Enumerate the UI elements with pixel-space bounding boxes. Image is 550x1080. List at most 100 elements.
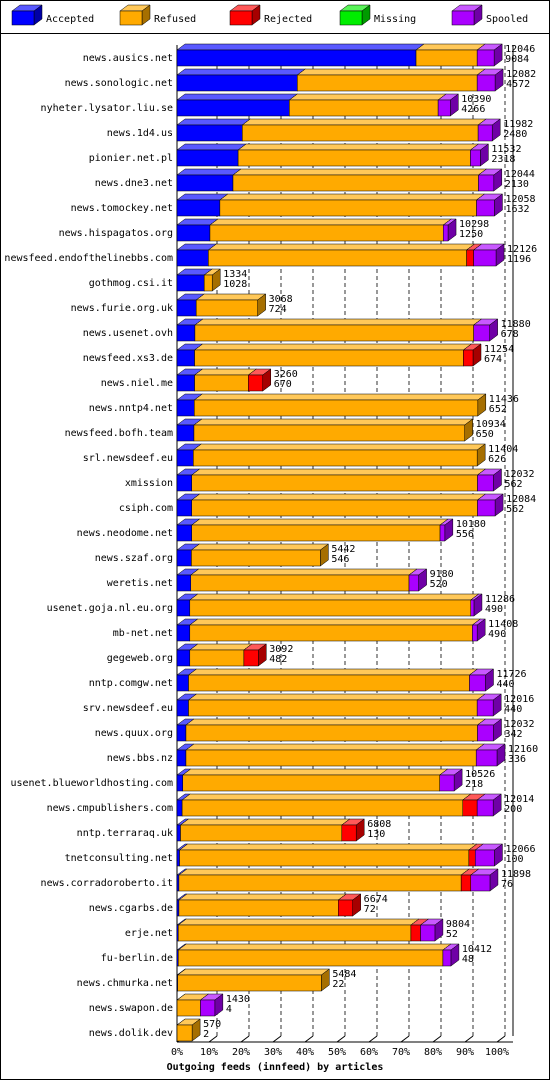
offered-label: 12014 (504, 794, 534, 805)
bar-top (176, 43, 425, 51)
bar-segment (476, 718, 503, 742)
bar-front (475, 749, 498, 767)
bar-top (182, 768, 449, 776)
bar-segment (190, 543, 330, 567)
bar-front (194, 349, 464, 367)
bar-front (178, 924, 412, 942)
offered-label: 10412 (462, 944, 492, 955)
y-tick-label: gothmog.csi.it (89, 278, 173, 289)
bar-front (474, 849, 495, 867)
offered-label: 1334 (223, 269, 247, 280)
offered-label: 11726 (496, 669, 526, 680)
y-tick-label: newsfeed.xs3.de (83, 353, 173, 364)
y-tick-label: weretis.net (107, 578, 173, 589)
bar-front (462, 799, 478, 817)
bar-segment (296, 68, 486, 92)
bar-front (185, 724, 478, 742)
bar-segment (189, 593, 480, 617)
bar-front (191, 474, 478, 492)
bar-segment (193, 393, 487, 417)
offered-label: 10390 (461, 94, 491, 105)
accepted-label: 556 (456, 529, 474, 540)
bar-front (229, 10, 253, 26)
x-tick-label: 40% (296, 1047, 314, 1058)
bar-front (189, 599, 472, 617)
y-tick-label: srv.newsdeef.eu (83, 703, 173, 714)
x-tick (400, 1035, 410, 1043)
bar-front (176, 649, 191, 667)
bar-top (209, 218, 452, 226)
bar-front (188, 674, 470, 692)
offered-label: 11898 (501, 869, 531, 880)
bar-top (176, 143, 247, 151)
bar-top (189, 643, 253, 651)
bar-front (176, 199, 221, 217)
y-tick-label: news.cgarbs.de (89, 903, 173, 914)
bar-front (176, 324, 196, 342)
bar-front (194, 399, 479, 417)
bar-segment (185, 718, 487, 742)
bar-front (466, 249, 474, 267)
bar-front (248, 374, 264, 392)
offered-label: 11286 (485, 594, 515, 605)
accepted-label: 562 (504, 479, 522, 490)
bar-front (181, 799, 464, 817)
y-tick-label: news.sonologic.net (65, 78, 173, 89)
offered-label: 12082 (506, 69, 536, 80)
bar-segment (187, 693, 486, 717)
bar-front (242, 124, 479, 142)
offered-label: 11408 (488, 619, 518, 630)
bar-segment (178, 893, 348, 917)
x-tick-label: 50% (328, 1047, 346, 1058)
bar-segment (190, 518, 449, 542)
bar-front (176, 824, 181, 842)
bar-segment (408, 568, 428, 592)
bar-front (463, 349, 474, 367)
offered-label: 6808 (367, 819, 391, 830)
bar-segment (241, 118, 487, 142)
bar-front (439, 774, 455, 792)
y-tick-label: news.ausics.net (83, 53, 173, 64)
bar-front (408, 574, 419, 592)
bar-front (194, 374, 249, 392)
y-tick-label: usenet.goja.nl.eu.org (47, 603, 173, 614)
bar-front (177, 974, 322, 992)
bar-front (468, 849, 476, 867)
bar-front (209, 224, 444, 242)
offered-label: 11404 (488, 444, 518, 455)
bar-front (477, 499, 496, 517)
bar-top (190, 543, 330, 551)
bar-top (178, 868, 470, 876)
bar-segment (288, 93, 447, 117)
accepted-label: 2480 (503, 129, 527, 140)
y-tick-label: mb-net.net (113, 628, 173, 639)
y-tick-label: news.quux.org (95, 728, 173, 739)
x-tick-label: 10% (200, 1047, 218, 1058)
y-tick-label: news.dolik.dev (89, 1028, 173, 1039)
bar-front (176, 399, 195, 417)
bar-segment (207, 243, 476, 267)
bar-segment (190, 468, 487, 492)
y-tick-label: news.swapon.de (89, 1003, 173, 1014)
bar-front (476, 699, 494, 717)
bar-segment (439, 518, 454, 542)
accepted-label: 490 (488, 629, 506, 640)
bar-front (176, 674, 189, 692)
bar-front (473, 249, 497, 267)
bar-front (477, 124, 493, 142)
bar-segment (476, 693, 502, 717)
bar-front (232, 174, 479, 192)
accepted-label: 4266 (461, 104, 485, 115)
bar-top (192, 443, 486, 451)
bar-front (176, 224, 211, 242)
bar-front (194, 324, 474, 342)
accepted-label: 48 (462, 954, 474, 965)
bar-segment (192, 443, 486, 467)
bar-segment (476, 68, 504, 92)
offered-label: 5442 (331, 544, 355, 555)
bar-top (185, 743, 485, 751)
bar-segment (179, 818, 351, 842)
y-tick-label: news.dne3.net (95, 178, 173, 189)
bar-front (176, 774, 184, 792)
bar-front (219, 199, 477, 217)
